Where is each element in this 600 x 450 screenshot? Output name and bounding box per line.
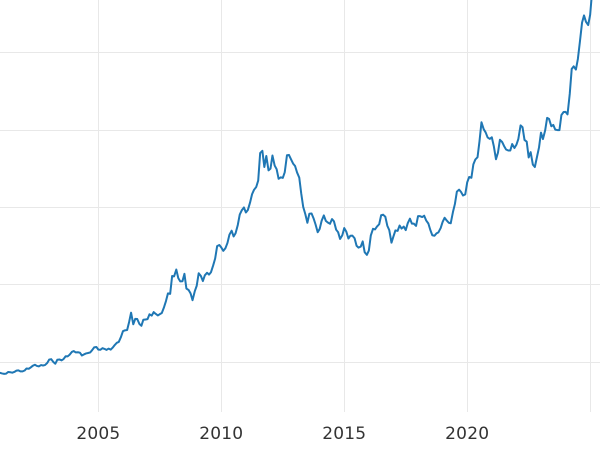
gridline-horizontal-1 xyxy=(0,130,600,131)
gridline-vertical-2010 xyxy=(221,0,222,412)
x-tick-label-2005: 2005 xyxy=(76,424,121,444)
x-tick-label-2015: 2015 xyxy=(322,424,367,444)
gridline-vertical-2025 xyxy=(590,0,591,412)
gridline-vertical-2015 xyxy=(344,0,345,412)
plot-area xyxy=(0,0,600,412)
gridline-horizontal-3 xyxy=(0,284,600,285)
x-tick-label-2010: 2010 xyxy=(199,424,244,444)
gridline-horizontal-0 xyxy=(0,52,600,53)
gridline-vertical-2020 xyxy=(467,0,468,412)
gridline-horizontal-4 xyxy=(0,362,600,363)
x-axis: 2005 2010 2015 2020 xyxy=(0,412,600,450)
line-series-path xyxy=(0,0,593,375)
gridline-horizontal-2 xyxy=(0,207,600,208)
line-series-svg xyxy=(0,0,593,375)
x-tick-label-2020: 2020 xyxy=(445,424,490,444)
gridline-vertical-2005 xyxy=(98,0,99,412)
